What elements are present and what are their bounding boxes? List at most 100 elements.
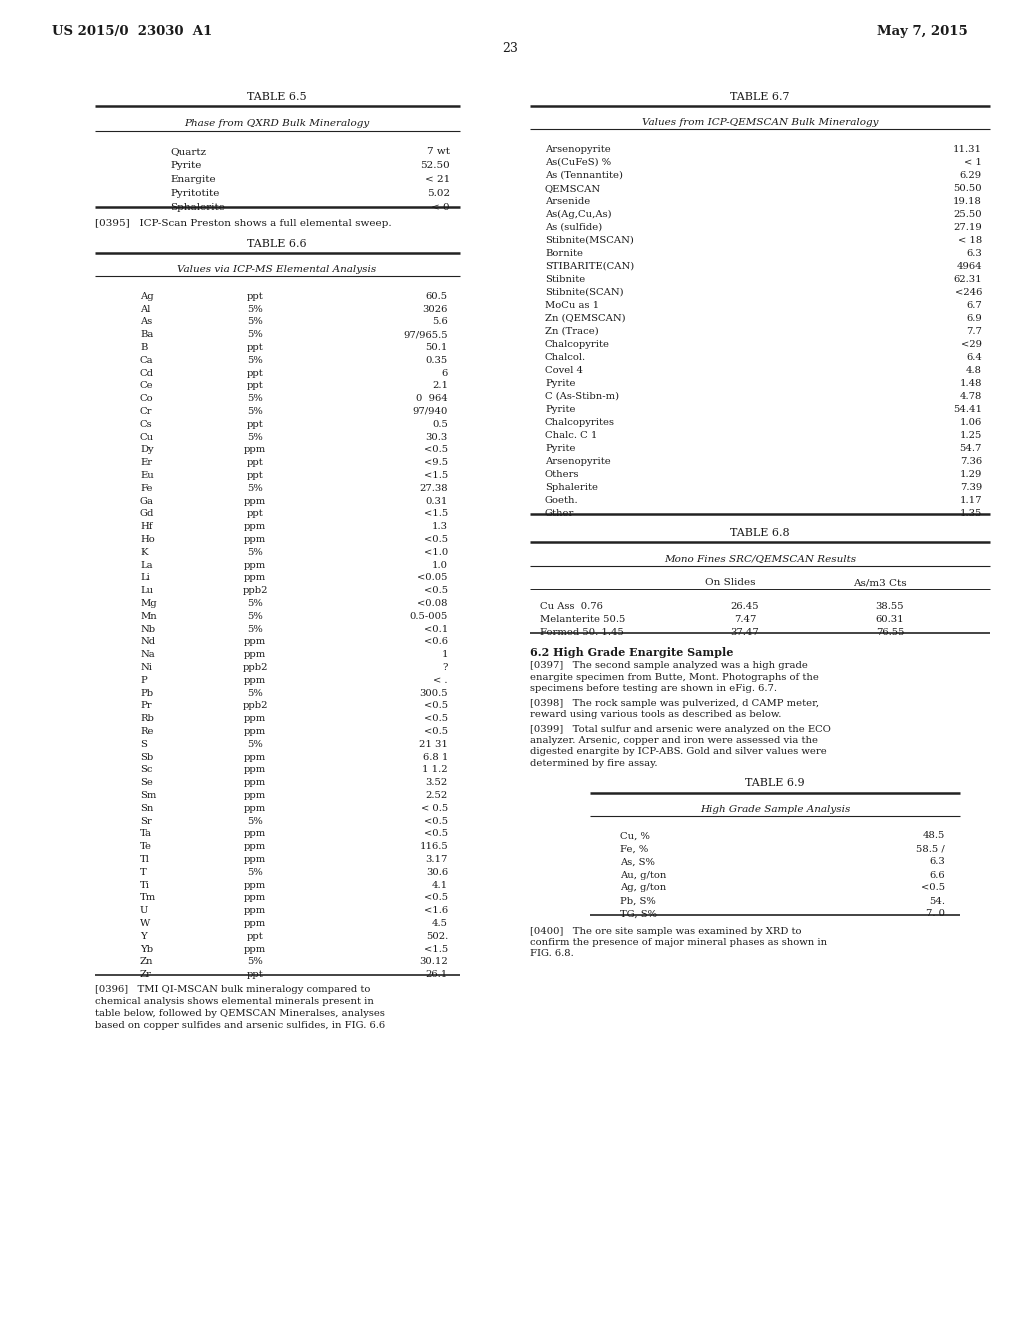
Text: ppm: ppm <box>244 829 266 838</box>
Text: [0398]   The rock sample was pulverized, d CAMP meter,: [0398] The rock sample was pulverized, d… <box>530 698 818 708</box>
Text: 38.55: 38.55 <box>875 602 904 611</box>
Text: Pyrite: Pyrite <box>170 161 201 170</box>
Text: 5%: 5% <box>247 599 263 609</box>
Text: <29: <29 <box>960 341 981 348</box>
Text: 5%: 5% <box>247 817 263 825</box>
Text: ppm: ppm <box>244 804 266 813</box>
Text: S: S <box>140 739 147 748</box>
Text: Hf: Hf <box>140 523 153 531</box>
Text: Mn: Mn <box>140 611 157 620</box>
Text: La: La <box>140 561 153 570</box>
Text: 97/940: 97/940 <box>413 407 447 416</box>
Text: ppm: ppm <box>244 766 266 775</box>
Text: Chalcol.: Chalcol. <box>544 352 586 362</box>
Text: 5%: 5% <box>247 484 263 492</box>
Text: ppm: ppm <box>244 496 266 506</box>
Text: 50.1: 50.1 <box>425 343 447 352</box>
Text: As, S%: As, S% <box>620 858 654 866</box>
Text: 21 31: 21 31 <box>419 739 447 748</box>
Text: 76.55: 76.55 <box>875 628 904 638</box>
Text: QEMSCAN: QEMSCAN <box>544 183 600 193</box>
Text: ppm: ppm <box>244 894 266 903</box>
Text: TG, S%: TG, S% <box>620 909 656 919</box>
Text: Pyritotite: Pyritotite <box>170 189 219 198</box>
Text: May 7, 2015: May 7, 2015 <box>876 25 967 38</box>
Text: < 18: < 18 <box>957 236 981 246</box>
Text: <0.5: <0.5 <box>424 894 447 903</box>
Text: Chalcopyrites: Chalcopyrites <box>544 418 614 426</box>
Text: Cr: Cr <box>140 407 153 416</box>
Text: 5%: 5% <box>247 330 263 339</box>
Text: Ho: Ho <box>140 535 155 544</box>
Text: 5%: 5% <box>247 317 263 326</box>
Text: [0399]   Total sulfur and arsenic were analyzed on the ECO: [0399] Total sulfur and arsenic were ana… <box>530 725 830 734</box>
Text: Tl: Tl <box>140 855 150 865</box>
Text: 5%: 5% <box>247 433 263 442</box>
Text: Gd: Gd <box>140 510 154 519</box>
Text: Pyrite: Pyrite <box>544 444 575 453</box>
Text: 6.7: 6.7 <box>965 301 981 310</box>
Text: ppm: ppm <box>244 676 266 685</box>
Text: ppt: ppt <box>247 458 263 467</box>
Text: 0.5-005: 0.5-005 <box>410 611 447 620</box>
Text: 116.5: 116.5 <box>419 842 447 851</box>
Text: High Grade Sample Analysis: High Grade Sample Analysis <box>699 804 850 813</box>
Text: ppt: ppt <box>247 343 263 352</box>
Text: As/m3 Cts: As/m3 Cts <box>852 578 906 587</box>
Text: <0.5: <0.5 <box>424 586 447 595</box>
Text: 1.29: 1.29 <box>959 470 981 479</box>
Text: 5%: 5% <box>247 305 263 314</box>
Text: <0.1: <0.1 <box>423 624 447 634</box>
Text: 0.5: 0.5 <box>432 420 447 429</box>
Text: 5%: 5% <box>247 395 263 403</box>
Text: Fe: Fe <box>140 484 153 492</box>
Text: ppm: ppm <box>244 842 266 851</box>
Text: 19.18: 19.18 <box>952 197 981 206</box>
Text: Quartz: Quartz <box>170 147 206 156</box>
Text: 1.3: 1.3 <box>432 523 447 531</box>
Text: US 2015/0  23030  A1: US 2015/0 23030 A1 <box>52 25 212 38</box>
Text: 0.35: 0.35 <box>425 356 447 364</box>
Text: 6: 6 <box>441 368 447 378</box>
Text: <0.05: <0.05 <box>417 573 447 582</box>
Text: <246: <246 <box>954 288 981 297</box>
Text: As: As <box>140 317 152 326</box>
Text: 5.02: 5.02 <box>427 189 449 198</box>
Text: Na: Na <box>140 651 155 659</box>
Text: Ba: Ba <box>140 330 153 339</box>
Text: 4.5: 4.5 <box>432 919 447 928</box>
Text: analyzer. Arsenic, copper and iron were assessed via the: analyzer. Arsenic, copper and iron were … <box>530 737 817 744</box>
Text: 27.19: 27.19 <box>953 223 981 232</box>
Text: 60.5: 60.5 <box>426 292 447 301</box>
Text: As(Ag,Cu,As): As(Ag,Cu,As) <box>544 210 611 219</box>
Text: <0.08: <0.08 <box>417 599 447 609</box>
Text: 5%: 5% <box>247 624 263 634</box>
Text: ppt: ppt <box>247 420 263 429</box>
Text: 25.50: 25.50 <box>953 210 981 219</box>
Text: 11.31: 11.31 <box>952 145 981 154</box>
Text: <0.5: <0.5 <box>424 714 447 723</box>
Text: 52.50: 52.50 <box>420 161 449 170</box>
Text: confirm the presence of major mineral phases as shown in: confirm the presence of major mineral ph… <box>530 939 826 946</box>
Text: Al: Al <box>140 305 150 314</box>
Text: 48.5: 48.5 <box>922 832 944 841</box>
Text: 5%: 5% <box>247 356 263 364</box>
Text: Tm: Tm <box>140 894 156 903</box>
Text: Te: Te <box>140 842 152 851</box>
Text: 4.1: 4.1 <box>431 880 447 890</box>
Text: ppt: ppt <box>247 970 263 979</box>
Text: ppm: ppm <box>244 445 266 454</box>
Text: Gther: Gther <box>544 510 574 517</box>
Text: Pyrite: Pyrite <box>544 379 575 388</box>
Text: 2.52: 2.52 <box>425 791 447 800</box>
Text: W: W <box>140 919 150 928</box>
Text: As(CuFeS) %: As(CuFeS) % <box>544 158 610 168</box>
Text: 37.47: 37.47 <box>730 628 758 638</box>
Text: ppt: ppt <box>247 932 263 941</box>
Text: ppt: ppt <box>247 292 263 301</box>
Text: Sc: Sc <box>140 766 153 775</box>
Text: ppt: ppt <box>247 510 263 519</box>
Text: B: B <box>140 343 147 352</box>
Text: < 0.5: < 0.5 <box>421 804 447 813</box>
Text: Mono Fines SRC/QEMSCAN Results: Mono Fines SRC/QEMSCAN Results <box>663 554 855 564</box>
